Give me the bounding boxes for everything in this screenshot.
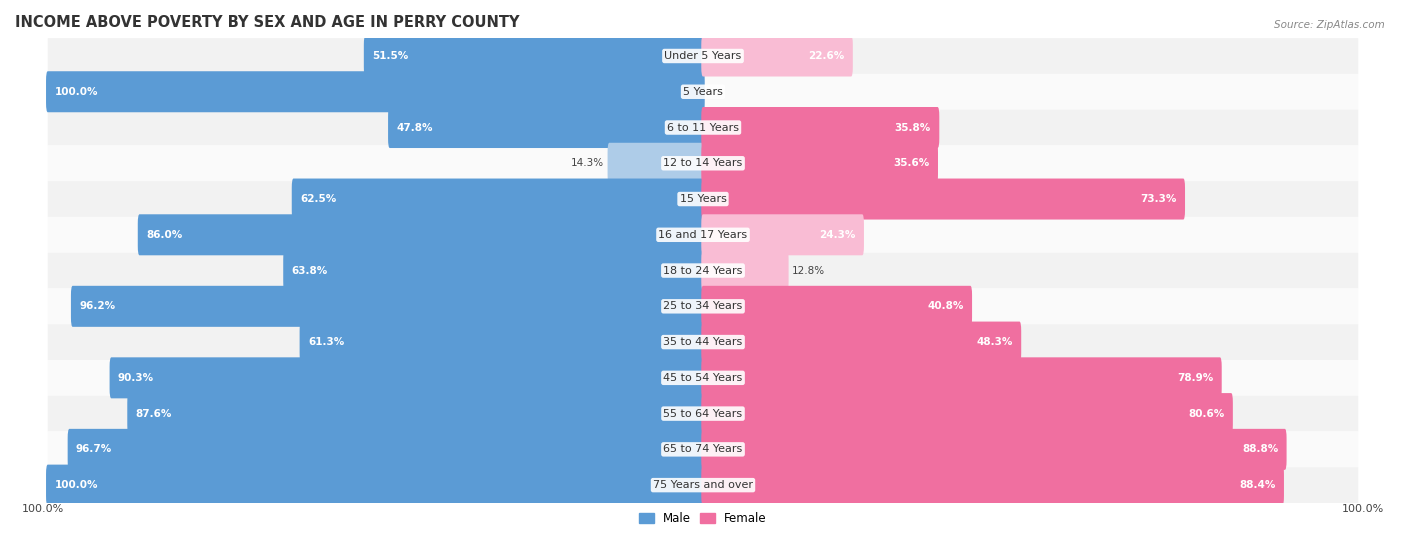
FancyBboxPatch shape [702,107,939,148]
Text: 6 to 11 Years: 6 to 11 Years [666,122,740,132]
FancyBboxPatch shape [607,143,704,184]
FancyBboxPatch shape [48,253,1358,288]
Text: 18 to 24 Years: 18 to 24 Years [664,266,742,276]
FancyBboxPatch shape [702,35,853,77]
Text: 86.0%: 86.0% [146,230,183,240]
FancyBboxPatch shape [702,465,1284,506]
FancyBboxPatch shape [702,250,789,291]
Text: INCOME ABOVE POVERTY BY SEX AND AGE IN PERRY COUNTY: INCOME ABOVE POVERTY BY SEX AND AGE IN P… [15,15,519,30]
Text: 24.3%: 24.3% [820,230,856,240]
Legend: Male, Female: Male, Female [634,507,772,529]
Text: 12 to 14 Years: 12 to 14 Years [664,158,742,168]
FancyBboxPatch shape [388,107,704,148]
Text: 45 to 54 Years: 45 to 54 Years [664,373,742,383]
Text: 48.3%: 48.3% [977,337,1012,347]
FancyBboxPatch shape [299,321,704,363]
FancyBboxPatch shape [48,145,1358,181]
FancyBboxPatch shape [128,393,704,434]
FancyBboxPatch shape [48,38,1358,74]
Text: 63.8%: 63.8% [291,266,328,276]
Text: 55 to 64 Years: 55 to 64 Years [664,409,742,419]
FancyBboxPatch shape [702,357,1222,399]
FancyBboxPatch shape [48,324,1358,360]
Text: 100.0%: 100.0% [1343,504,1385,514]
Text: 87.6%: 87.6% [135,409,172,419]
Text: 5 Years: 5 Years [683,87,723,97]
FancyBboxPatch shape [48,288,1358,324]
FancyBboxPatch shape [702,214,863,255]
FancyBboxPatch shape [138,214,704,255]
FancyBboxPatch shape [48,360,1358,396]
FancyBboxPatch shape [48,432,1358,467]
Text: 88.4%: 88.4% [1239,480,1275,490]
FancyBboxPatch shape [48,467,1358,503]
Text: 75 Years and over: 75 Years and over [652,480,754,490]
Text: 80.6%: 80.6% [1188,409,1225,419]
FancyBboxPatch shape [46,71,704,112]
Text: 100.0%: 100.0% [21,504,63,514]
Text: 35 to 44 Years: 35 to 44 Years [664,337,742,347]
Text: 40.8%: 40.8% [928,301,963,311]
FancyBboxPatch shape [702,143,938,184]
FancyBboxPatch shape [702,286,972,327]
FancyBboxPatch shape [702,393,1233,434]
FancyBboxPatch shape [110,357,704,399]
Text: 100.0%: 100.0% [55,480,98,490]
Text: 78.9%: 78.9% [1177,373,1213,383]
Text: 96.2%: 96.2% [79,301,115,311]
FancyBboxPatch shape [702,178,1185,220]
FancyBboxPatch shape [292,178,704,220]
Text: 61.3%: 61.3% [308,337,344,347]
Text: 35.6%: 35.6% [893,158,929,168]
Text: Under 5 Years: Under 5 Years [665,51,741,61]
Text: 100.0%: 100.0% [55,87,98,97]
FancyBboxPatch shape [48,110,1358,145]
Text: 96.7%: 96.7% [76,444,112,454]
Text: 65 to 74 Years: 65 to 74 Years [664,444,742,454]
Text: 51.5%: 51.5% [373,51,408,61]
FancyBboxPatch shape [48,217,1358,253]
Text: 12.8%: 12.8% [792,266,825,276]
FancyBboxPatch shape [46,465,704,506]
FancyBboxPatch shape [702,321,1021,363]
Text: 90.3%: 90.3% [118,373,155,383]
Text: Source: ZipAtlas.com: Source: ZipAtlas.com [1274,20,1385,30]
FancyBboxPatch shape [702,429,1286,470]
Text: 16 and 17 Years: 16 and 17 Years [658,230,748,240]
FancyBboxPatch shape [48,74,1358,110]
Text: 47.8%: 47.8% [396,122,433,132]
FancyBboxPatch shape [48,396,1358,432]
Text: 88.8%: 88.8% [1241,444,1278,454]
Text: 35.8%: 35.8% [894,122,931,132]
Text: 25 to 34 Years: 25 to 34 Years [664,301,742,311]
Text: 14.3%: 14.3% [571,158,605,168]
FancyBboxPatch shape [48,181,1358,217]
Text: 73.3%: 73.3% [1140,194,1177,204]
FancyBboxPatch shape [67,429,704,470]
FancyBboxPatch shape [70,286,704,327]
Text: 62.5%: 62.5% [299,194,336,204]
FancyBboxPatch shape [283,250,704,291]
Text: 15 Years: 15 Years [679,194,727,204]
Text: 22.6%: 22.6% [808,51,845,61]
FancyBboxPatch shape [364,35,704,77]
